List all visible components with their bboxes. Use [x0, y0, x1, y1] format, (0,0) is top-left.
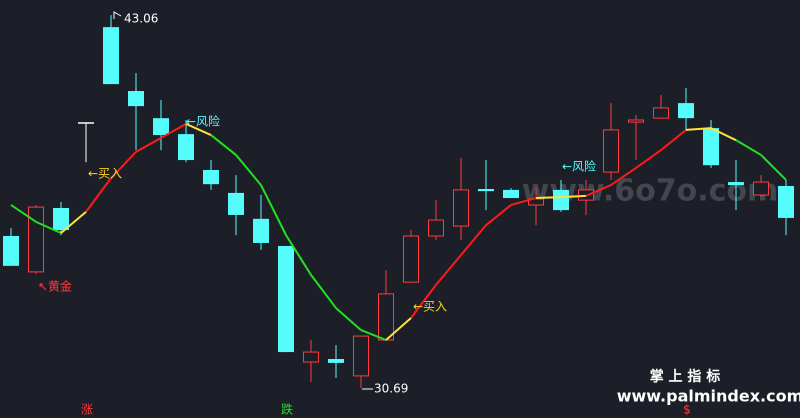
ma-line	[285, 234, 312, 276]
candle-body	[353, 335, 369, 377]
brand: 掌 上 指 标	[650, 368, 721, 385]
ma-line	[310, 274, 337, 309]
candle-body	[678, 103, 694, 119]
ma-line	[385, 317, 412, 341]
ma-line	[710, 127, 737, 142]
ma-line	[360, 329, 387, 341]
candle-body	[178, 134, 194, 161]
candle-body	[628, 119, 644, 123]
ma-line	[35, 220, 62, 234]
ma-line	[535, 196, 562, 200]
candle-body	[303, 351, 319, 363]
ma-line	[660, 129, 687, 151]
candle-body	[428, 219, 444, 237]
annotation: ←买入	[413, 300, 447, 314]
candle-body	[653, 107, 669, 119]
ma-line	[135, 137, 162, 153]
ma-line	[260, 184, 287, 236]
candle-body	[503, 189, 519, 199]
candle-body	[378, 293, 394, 341]
candle-body	[553, 189, 569, 211]
ma-line	[410, 284, 437, 319]
annotation: ↖黄金	[38, 279, 72, 294]
ma-line	[610, 167, 637, 186]
candle-body	[478, 188, 494, 192]
candle-body	[3, 236, 19, 266]
marker: 涨	[81, 402, 93, 417]
candle-body	[153, 118, 169, 136]
ma-line	[435, 254, 462, 286]
ma-line	[485, 204, 512, 226]
candle-body	[728, 182, 744, 186]
annotation: ←买入	[88, 167, 122, 181]
marker: 跌	[281, 402, 293, 417]
ma-line	[160, 123, 187, 139]
ma-line	[585, 184, 612, 197]
annotation: ←风险	[186, 114, 220, 129]
candle-body	[53, 207, 69, 230]
ma-line	[735, 139, 762, 156]
marker: $	[683, 403, 691, 417]
max-label: 43.06	[124, 12, 158, 26]
ma-line	[335, 307, 362, 331]
candle-body	[228, 192, 244, 215]
candle-body	[278, 245, 294, 353]
max-pointer	[113, 11, 122, 19]
candle-body	[453, 189, 469, 227]
ma-line	[85, 177, 112, 213]
candle-body	[103, 27, 119, 85]
annotation: ←风险	[562, 159, 596, 174]
ma-line	[60, 211, 87, 234]
plot-area	[3, 15, 794, 388]
candle-body	[203, 170, 219, 185]
ma-line	[510, 197, 537, 206]
ma-line	[460, 224, 487, 256]
candle-body	[603, 129, 619, 173]
candle-body	[778, 185, 794, 218]
candle-body	[128, 91, 144, 107]
ma-line	[685, 127, 712, 131]
ma-line	[210, 134, 237, 156]
ma-line	[635, 149, 662, 169]
ma-line	[10, 204, 37, 223]
ma-line	[760, 154, 787, 181]
candle-body	[703, 128, 719, 166]
candle-body	[28, 206, 44, 273]
candle-body	[403, 235, 419, 283]
ma-line	[235, 154, 262, 186]
brand-url: www.palmindex.com	[617, 387, 800, 406]
ma-line	[110, 151, 137, 179]
candle-body	[328, 359, 344, 363]
min-label: 30.69	[374, 382, 408, 396]
candle-body	[253, 218, 269, 243]
ma-line	[560, 194, 587, 199]
ma-line	[185, 122, 212, 136]
candle-body	[753, 181, 769, 196]
